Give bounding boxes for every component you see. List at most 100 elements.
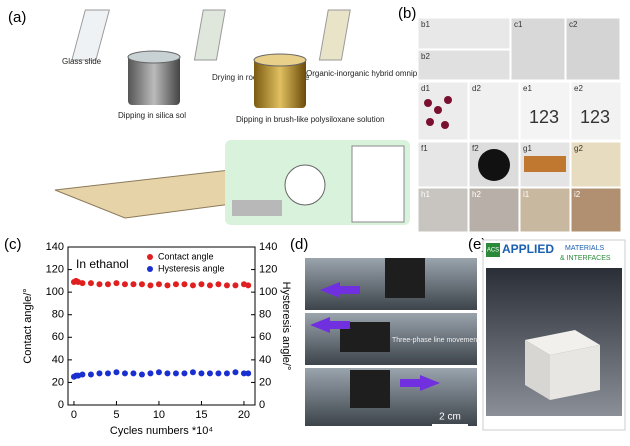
point [79,371,86,378]
beaker [128,55,180,105]
cube-front [550,345,600,400]
photo [417,141,469,188]
point [245,370,252,377]
legend-label: Contact angle [158,251,214,261]
step-label: Organic-inorganic hybrid omniphobic surf… [306,69,469,78]
photo [417,17,511,50]
arrow [400,375,440,391]
x-tick-label: 20 [238,409,250,421]
legend-marker [147,254,153,260]
point [181,281,188,288]
panel-label: (a) [8,9,26,26]
y2-tick-label: 60 [259,331,271,343]
plot-frame [67,246,256,406]
photo [417,81,469,141]
badge-text: ACS [487,248,499,254]
glass-slide [193,9,226,61]
panel-a: (a) Glass slide Dipping in silica sol Dr… [8,9,469,225]
panel-d: (d) Three-phase line movement 2 cm [290,236,479,426]
point [206,282,213,289]
cube-side [525,340,550,400]
y2-tick-label: 120 [259,263,277,275]
substrate [232,200,282,216]
cell-label: e2 [574,84,583,93]
journal-title: MATERIALS [565,245,604,252]
photo [468,81,520,141]
cell-label: e1 [523,84,532,93]
point [189,369,196,376]
point [79,280,86,287]
point [232,282,239,289]
panel-b: (b) b1 b2 c1 c2 d1 d2 e1 e2 f1 f2 g1 g2 h1 h2 i1 i2 123 1… [398,5,622,233]
point [138,371,145,378]
point [138,281,145,288]
cell-label: g2 [574,144,583,153]
photo [570,187,622,233]
point [240,370,247,377]
scale-label: 2 cm [439,412,461,423]
point [155,281,162,288]
photo [468,187,520,233]
photo [305,368,477,426]
arrow [320,282,360,298]
beaker-top [127,50,181,64]
journal-title: APPLIED [502,242,554,256]
point [104,281,111,288]
cell-label: i2 [574,190,581,199]
tape [478,149,510,181]
point [245,282,252,289]
point [164,282,171,289]
point [155,369,162,376]
cell-label: d2 [472,84,481,93]
photo [565,17,621,81]
point [223,282,230,289]
y2-axis-label: Hysteresis angle/° [280,282,292,371]
panel-label: (e) [468,236,486,253]
photo [417,49,511,81]
probe [350,370,390,408]
point [206,370,213,377]
legend-marker [147,266,153,272]
cell-label: f2 [472,144,479,153]
block [524,156,566,172]
step-label: Dipping in brush-like polysiloxane solut… [236,115,385,124]
point [232,369,239,376]
y-tick-label: 0 [58,399,64,411]
panel-label: (c) [4,236,22,253]
point [164,370,171,377]
point [198,281,205,288]
step-label: Glass slide [62,57,102,66]
cell-label: h1 [421,190,430,199]
point [215,281,222,288]
point [215,370,222,377]
molecule-box [351,145,405,223]
y-tick-label: 80 [52,309,64,321]
photo [570,81,622,141]
photo [519,81,571,141]
x-tick-label: 15 [195,409,207,421]
point [130,281,137,288]
cell-label: c1 [514,20,523,29]
y-tick-label: 140 [46,241,64,253]
point [147,282,154,289]
probe [385,258,425,298]
y2-tick-label: 40 [259,354,271,366]
annotation: Three-phase line movement [392,337,479,344]
x-tick-label: 10 [153,409,165,421]
y2-tick-label: 80 [259,309,271,321]
point [87,371,94,378]
journal-title: & INTERFACES [560,255,611,262]
panel-e: (e) ACS APPLIED MATERIALS & INTERFACES [468,236,626,431]
cell-label: c2 [569,20,578,29]
point [121,370,128,377]
point [113,280,120,287]
drop [444,96,452,104]
cell-label: g1 [523,144,532,153]
drop [426,118,434,126]
cell-label: h2 [472,190,481,199]
point [87,280,94,287]
glass-slide [318,9,351,61]
drop [441,121,449,129]
step-label: Dipping in silica sol [118,111,186,120]
glass-slide [71,9,110,61]
